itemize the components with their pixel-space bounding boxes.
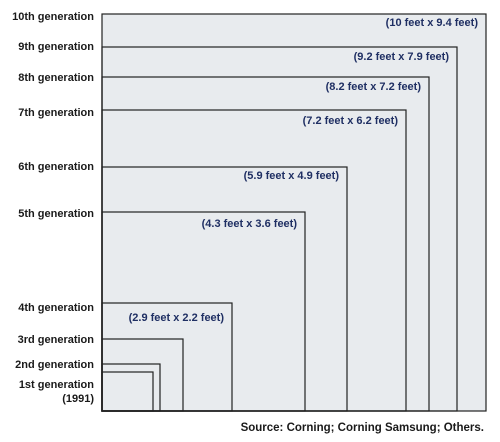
generation-label-gen3: 3rd generation <box>18 334 95 346</box>
dimension-label-gen8: (8.2 feet x 7.2 feet) <box>326 81 422 93</box>
dimension-label-gen10: (10 feet x 9.4 feet) <box>386 17 479 29</box>
generation-label-gen2: 2nd generation <box>15 359 94 371</box>
dimension-label-gen9: (9.2 feet x 7.9 feet) <box>354 51 450 63</box>
generation-label-gen9: 9th generation <box>18 41 94 53</box>
dimension-label-gen4: (2.9 feet x 2.2 feet) <box>129 312 225 324</box>
generation-label-gen6: 6th generation <box>18 161 94 173</box>
generation-label-gen7: 7th generation <box>18 107 94 119</box>
generation-labels: 1st generation (1991) 2nd generation 3rd ge… <box>12 11 94 405</box>
generation-label-gen4: 4th generation <box>18 302 94 314</box>
source-note: Source: Corning; Corning Samsung; Others… <box>241 422 484 434</box>
generation-label-gen5: 5th generation <box>18 208 94 220</box>
generation-rect-gen10 <box>101 13 487 412</box>
generation-label-gen1: 1st generation <box>19 379 94 391</box>
generation-label-gen8: 8th generation <box>18 72 94 84</box>
generation-label-gen1-year: (1991) <box>62 393 94 405</box>
dimension-label-gen5: (4.3 feet x 3.6 feet) <box>202 218 298 230</box>
dimension-label-gen6: (5.9 feet x 4.9 feet) <box>244 170 340 182</box>
generation-label-gen10: 10th generation <box>12 11 94 23</box>
generation-rectangles <box>101 13 487 412</box>
dimension-labels: (2.9 feet x 2.2 feet) (4.3 feet x 3.6 fee… <box>129 17 479 324</box>
dimension-label-gen7: (7.2 feet x 6.2 feet) <box>303 115 399 127</box>
